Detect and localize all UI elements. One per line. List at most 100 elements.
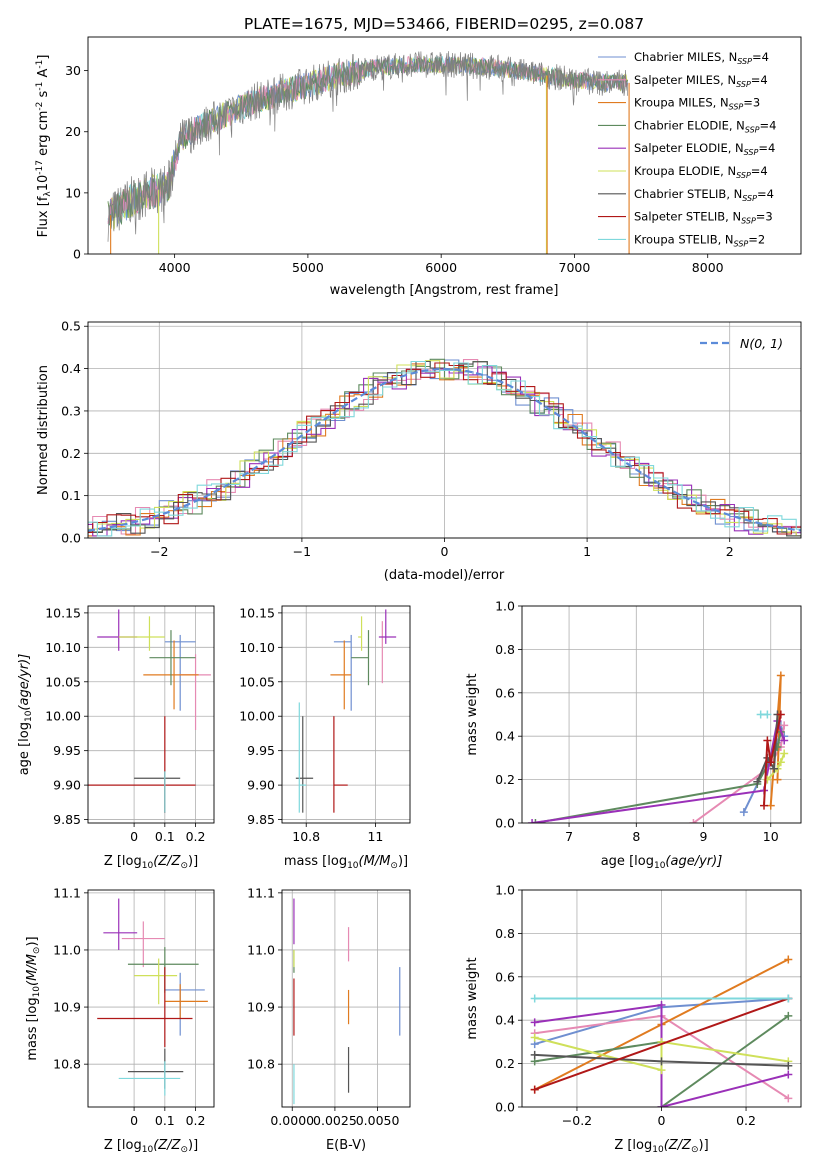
weight-marker <box>780 749 789 758</box>
weight-line <box>531 717 786 823</box>
figure-title: PLATE=1675, MJD=53466, FIBERID=0295, z=0… <box>244 15 644 33</box>
axes-frame <box>521 605 802 824</box>
plot-area <box>528 671 789 823</box>
y-axis-label: mass [log10(M/M⊙)] <box>25 936 42 1060</box>
weight-marker <box>530 1085 539 1094</box>
x-tick-label: 10.8 <box>292 829 320 844</box>
x-tick-label: 0.0000 <box>270 1113 314 1128</box>
y-tick-label: 11.0 <box>53 942 81 957</box>
panel-mass_vs_Z: 0 0.1 0.2 10.8 10.9 11.0 11.1 Z [log10(Z/Z⊙)] ma… <box>25 885 215 1155</box>
x-tick-label: 5000 <box>292 260 324 275</box>
weight-line <box>534 1036 789 1072</box>
weight-marker <box>784 955 793 964</box>
x-tick-label: 6000 <box>425 260 457 275</box>
histogram-step <box>88 360 801 537</box>
x-axis-label: (data-model)/error <box>384 568 505 583</box>
y-tick-label: 11.1 <box>53 885 81 900</box>
weight-marker <box>530 1050 539 1059</box>
weight-marker <box>766 801 775 810</box>
legend-label: Salpeter MILES, NSSP=4 <box>634 73 768 89</box>
weight-marker <box>784 994 793 1003</box>
y-tick-label: 10.8 <box>53 1057 81 1072</box>
y-tick-label: 0.6 <box>495 969 515 984</box>
y-axis-label: mass weight <box>465 957 480 1039</box>
x-tick-label: 2 <box>726 544 734 559</box>
panel-age_vs_Z: 0 0.1 0.2 9.85 9.90 9.95 10.00 10.05 10.10 10.15 Z… <box>17 605 215 871</box>
weight-marker <box>776 671 785 680</box>
weight-marker <box>780 736 789 745</box>
y-tick-label: 0.1 <box>61 488 81 503</box>
weight-line <box>535 731 782 823</box>
y-tick-label: 0.2 <box>495 772 515 787</box>
x-tick-label: −2 <box>150 544 168 559</box>
weight-marker <box>780 721 789 730</box>
plot-area <box>88 358 801 537</box>
histogram-step <box>88 360 801 537</box>
y-tick-label: 9.90 <box>247 778 275 793</box>
weight-marker <box>531 819 540 823</box>
weight-marker <box>530 994 539 1003</box>
y-tick-label: 10.15 <box>239 605 275 620</box>
x-axis-label: E(B-V) <box>326 1138 366 1153</box>
legend-label: Kroupa MILES, NSSP=3 <box>634 96 760 112</box>
x-tick-label: 4000 <box>159 260 191 275</box>
spectrum-data-line <box>107 51 629 242</box>
legend-label: Salpeter ELODIE, NSSP=4 <box>634 141 775 157</box>
axes-frame <box>281 605 411 824</box>
weight-marker <box>756 710 765 719</box>
y-tick-label: 10.00 <box>239 709 275 724</box>
y-tick-label: 0.0 <box>495 1100 515 1115</box>
x-tick-label: 0.0025 <box>313 1113 357 1128</box>
y-tick-label: 0.0 <box>61 531 81 546</box>
x-tick-label: 9 <box>700 829 708 844</box>
weight-marker <box>530 1018 539 1027</box>
x-tick-label: 7000 <box>559 260 591 275</box>
y-tick-label: 10.8 <box>247 1057 275 1072</box>
y-tick-label: 10.10 <box>45 640 81 655</box>
x-tick-label: 8 <box>632 829 640 844</box>
legend-label: Salpeter STELIB, NSSP=3 <box>634 210 773 226</box>
panel-weight_vs_Z: −0.2 0 0.2 0.0 0.2 0.4 0.6 0.8 1.0 Z [log10(Z/Z⊙)… <box>465 883 802 1155</box>
weight-marker <box>766 758 775 767</box>
y-tick-label: 0.2 <box>495 1056 515 1071</box>
normal-curve <box>88 367 801 532</box>
x-axis-label: Z [log10(Z/Z⊙)] <box>104 1138 198 1155</box>
plot-area <box>530 955 793 1107</box>
y-tick-label: 9.90 <box>53 778 81 793</box>
legend-label: Chabrier STELIB, NSSP=4 <box>634 187 774 203</box>
x-axis-label: wavelength [Angstrom, rest frame] <box>330 283 559 298</box>
x-axis-label: Z [log10(Z/Z⊙)] <box>614 1138 708 1155</box>
weight-marker <box>770 764 779 773</box>
plot-area <box>88 609 211 813</box>
axes-frame <box>87 605 215 824</box>
weight-marker <box>776 758 785 767</box>
y-tick-label: 10.05 <box>239 674 275 689</box>
weight-marker <box>784 1070 793 1079</box>
weight-marker <box>776 710 785 719</box>
x-tick-label: 1 <box>583 544 591 559</box>
y-tick-label: 10.9 <box>247 1000 275 1015</box>
x-tick-label: 0 <box>658 1113 666 1128</box>
weight-marker <box>528 819 537 823</box>
y-tick-label: 9.95 <box>53 743 81 758</box>
x-tick-label: 0.2 <box>736 1113 756 1128</box>
x-tick-label: 0 <box>441 544 449 559</box>
weight-marker <box>753 777 762 786</box>
x-tick-label: −1 <box>293 544 311 559</box>
x-axis-label: mass [log10(M/M⊙)] <box>284 854 408 871</box>
x-tick-label: 0 <box>130 1113 138 1128</box>
y-tick-label: 0.4 <box>495 729 515 744</box>
weight-marker <box>773 775 782 784</box>
histogram-step <box>88 359 801 537</box>
panel-residuals: −2 −1 0 1 2 0.0 0.1 0.2 0.3 0.4 0.5 N(0, 1) (data-mo… <box>36 319 802 583</box>
x-tick-label: 8000 <box>692 260 724 275</box>
y-tick-label: 0.4 <box>61 361 81 376</box>
y-tick-label: 11.0 <box>247 942 275 957</box>
weight-marker <box>657 1057 666 1066</box>
y-tick-label: 0.8 <box>495 642 515 657</box>
axes-frame <box>87 889 215 1108</box>
x-tick-label: 0.2 <box>186 829 206 844</box>
y-tick-label: 20 <box>65 124 81 139</box>
axes-frame <box>87 36 802 255</box>
